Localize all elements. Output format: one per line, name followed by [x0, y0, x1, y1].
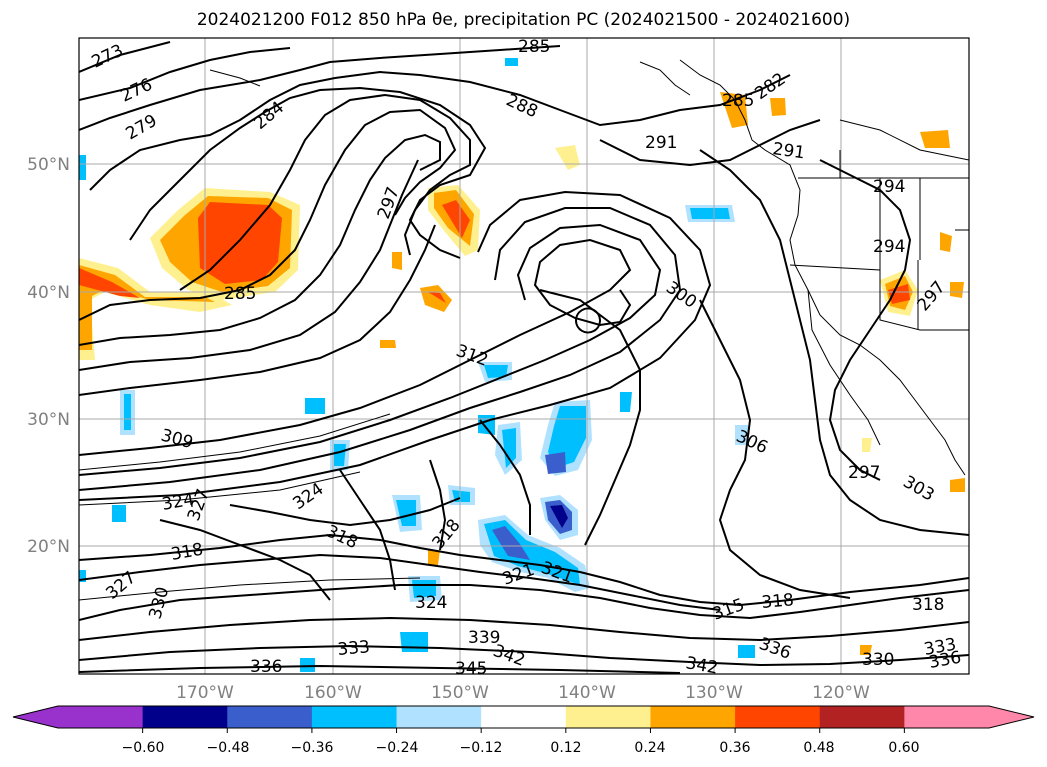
colorbar-tick: 0.48	[803, 740, 834, 756]
lon-label: 150°W	[431, 683, 489, 703]
colorbar-segment	[396, 706, 482, 728]
colorbar-segment	[227, 706, 313, 728]
plot-frame	[78, 37, 970, 675]
colorbar-tick: 0.24	[634, 740, 665, 756]
lon-label: 120°W	[812, 683, 870, 703]
contour-label: 294	[873, 237, 905, 257]
colorbar-tick: −0.24	[376, 740, 419, 756]
lon-label: 140°W	[558, 683, 616, 703]
contour-label: 333	[337, 637, 371, 660]
colorbar-tick: −0.36	[291, 740, 334, 756]
contour-label: 291	[645, 133, 677, 153]
lon-label: 130°W	[685, 683, 743, 703]
contour-label: 345	[455, 659, 487, 679]
colorbar-tick: 0.36	[719, 740, 750, 756]
colorbar: −0.60 −0.48 −0.36 −0.24 −0.12 0.12 0.24 …	[12, 705, 1035, 756]
contour-label: 339	[468, 628, 500, 648]
contour-label: 285	[224, 284, 256, 304]
coastlines	[209, 59, 969, 476]
contour-label: 330	[862, 650, 894, 670]
contour-label: 297	[848, 463, 880, 483]
map-title: 2024021200 F012 850 hPa θe, precipitatio…	[196, 10, 851, 30]
lon-label: 170°W	[176, 683, 234, 703]
colorbar-tick: 0.12	[550, 740, 581, 756]
precip-shading	[79, 58, 965, 672]
contour-label: 342	[684, 653, 719, 678]
lat-label: 40°N	[27, 283, 70, 303]
colorbar-segment	[565, 706, 651, 728]
contour-label: 285	[722, 91, 754, 111]
colorbar-under-arrow	[13, 706, 58, 728]
colorbar-tick: −0.60	[122, 740, 165, 756]
colorbar-tick: 0.60	[888, 740, 919, 756]
theta-e-contours	[79, 41, 969, 674]
contour-label: 336	[250, 657, 282, 677]
contour-label: 324	[415, 593, 447, 613]
lon-label: 160°W	[304, 683, 362, 703]
thin-contours	[79, 413, 421, 601]
latitude-labels: 50°N 40°N 30°N 20°N	[27, 155, 70, 557]
contour-label: 318	[761, 590, 795, 613]
lat-label: 30°N	[27, 410, 70, 430]
colorbar-over-arrow	[989, 706, 1034, 728]
colorbar-segment	[481, 706, 567, 728]
contour-label: 318	[912, 595, 944, 615]
colorbar-segment	[819, 706, 905, 728]
colorbar-segment	[142, 706, 228, 728]
colorbar-segment	[311, 706, 398, 728]
longitude-labels: 170°W 160°W 150°W 140°W 130°W 120°W	[176, 683, 870, 703]
contour-label: 294	[873, 177, 905, 197]
lat-label: 20°N	[27, 537, 70, 557]
colorbar-tick: −0.12	[460, 740, 503, 756]
colorbar-tick: −0.48	[207, 740, 250, 756]
contour-label: 291	[771, 139, 806, 163]
colorbar-segment	[650, 706, 736, 728]
contour-label: 285	[518, 37, 550, 57]
colorbar-segment	[735, 706, 821, 728]
colorbar-segment	[58, 706, 144, 728]
colorbar-segment	[904, 706, 990, 728]
lat-label: 50°N	[27, 155, 70, 175]
